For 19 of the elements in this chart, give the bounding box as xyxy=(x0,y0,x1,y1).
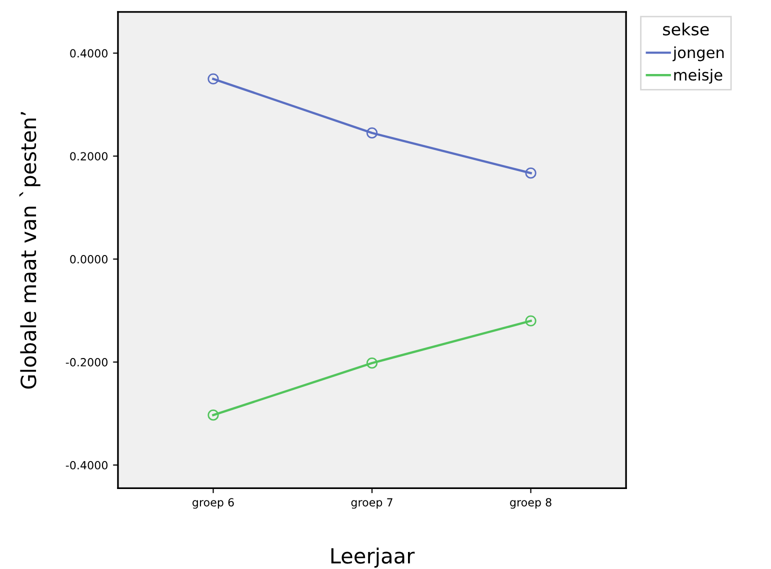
y-tick-label: -0.4000 xyxy=(66,461,108,470)
y-axis-title: Globale maat van `pesten’ xyxy=(19,112,40,389)
x-tick-label: groep 7 xyxy=(351,498,392,509)
point xyxy=(208,73,219,84)
x-tick-label: groep 8 xyxy=(510,498,552,509)
legend-label: jongen xyxy=(672,46,724,62)
y-tick-label: -0.2000 xyxy=(66,358,108,366)
point xyxy=(208,410,219,421)
legend-title: sekse xyxy=(663,22,709,36)
point xyxy=(525,315,536,326)
x-tick-label: groep 6 xyxy=(192,498,234,509)
y-tick-label: 0.0000 xyxy=(70,255,108,264)
x-axis-title: Leerjaar xyxy=(331,548,415,568)
legend-label: meisje xyxy=(674,68,722,84)
y-tick-label: 0.4000 xyxy=(70,49,108,58)
point xyxy=(366,127,378,138)
point xyxy=(366,358,378,369)
point xyxy=(525,168,536,179)
y-tick-label: 0.2000 xyxy=(70,152,108,160)
